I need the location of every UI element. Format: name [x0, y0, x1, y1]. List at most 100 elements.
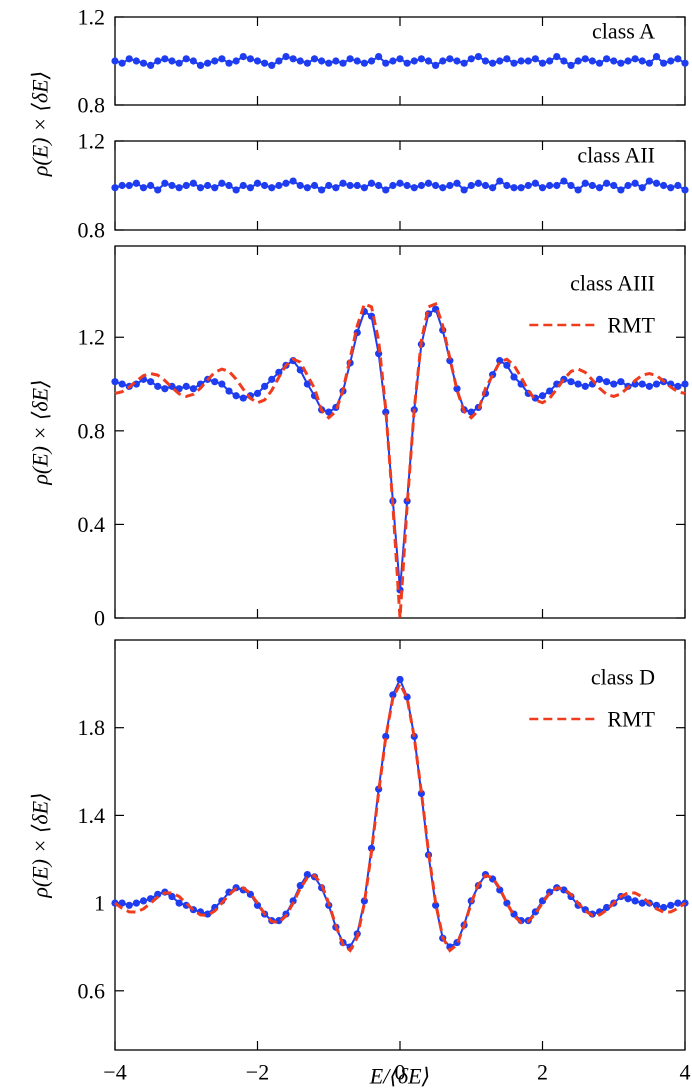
legend-label: class D — [591, 665, 655, 690]
panel: 0.8 1.2 class AII — [78, 129, 689, 243]
data-point — [496, 57, 504, 65]
data-point — [631, 179, 639, 187]
data-point — [446, 357, 454, 365]
data-point — [410, 184, 418, 192]
y-tick-label: 0.8 — [78, 418, 106, 443]
data-point — [282, 179, 290, 187]
data-point — [417, 181, 425, 190]
data-point — [168, 57, 176, 65]
x-axis-label: E/⟨δE⟩ — [369, 1064, 430, 1088]
data-point — [424, 57, 433, 65]
data-point — [218, 55, 226, 63]
data-point — [652, 179, 661, 187]
data-point — [346, 181, 354, 190]
data-point — [489, 59, 497, 67]
data-point — [681, 59, 689, 67]
data-point — [261, 382, 269, 390]
data-point — [339, 179, 347, 187]
y-tick-label: 1.2 — [78, 325, 106, 350]
plot-frame — [114, 245, 686, 619]
data-point — [168, 892, 176, 901]
y-tick-label: 0.8 — [78, 93, 106, 118]
data-point — [560, 177, 568, 185]
data-point — [546, 387, 554, 395]
data-point — [310, 181, 319, 190]
data-point — [603, 179, 611, 187]
data-point — [125, 55, 133, 63]
data-point — [147, 61, 155, 69]
data-point — [567, 378, 575, 386]
rmt-curve — [114, 302, 686, 619]
data-point — [246, 184, 254, 192]
data-point — [510, 373, 518, 381]
data-point — [503, 361, 511, 369]
data-point — [218, 179, 226, 187]
data-point — [232, 57, 240, 65]
panel: 0.6 1 1.4 1.8 −4 −2 0 2 4 E/⟨δE⟩ ρ(E) × ⟨δE⟩ class … — [28, 639, 691, 1088]
data-point — [168, 181, 176, 190]
data-point — [389, 57, 397, 65]
data-point — [325, 408, 333, 416]
data-point — [667, 901, 675, 909]
data-point — [531, 55, 539, 63]
plot-frame — [114, 639, 686, 1051]
data-point — [268, 375, 276, 383]
data-point — [275, 57, 283, 65]
data-point — [154, 890, 162, 898]
data-point — [310, 55, 319, 63]
data-point — [503, 55, 511, 63]
data-point — [396, 179, 404, 187]
data-point — [496, 177, 504, 185]
data-point — [175, 184, 183, 192]
data-point — [546, 181, 554, 190]
data-point — [660, 181, 668, 190]
data-point — [403, 59, 411, 67]
y-tick-label: 0.6 — [78, 978, 106, 1003]
data-point — [239, 53, 247, 61]
data-line — [114, 307, 686, 590]
data-point — [517, 57, 525, 65]
data-point — [360, 59, 368, 67]
data-point — [560, 57, 568, 65]
data-point — [588, 57, 596, 65]
data-point — [617, 378, 625, 386]
data-point — [196, 61, 205, 69]
data-point — [182, 55, 190, 63]
data-point — [660, 903, 668, 912]
data-point — [531, 179, 539, 187]
data-point — [446, 55, 454, 63]
data-point — [432, 61, 440, 69]
data-point — [652, 901, 661, 909]
data-point — [652, 53, 661, 61]
data-point — [396, 675, 404, 684]
data-point — [132, 57, 140, 65]
data-point — [125, 181, 133, 190]
data-point — [253, 901, 262, 909]
data-point — [610, 181, 618, 190]
data-point — [204, 910, 212, 918]
data-point — [446, 181, 454, 190]
y-tick-label: 1.8 — [78, 715, 106, 740]
data-point — [375, 53, 383, 61]
x-tick-label: 0 — [395, 1060, 406, 1085]
data-point — [595, 59, 604, 67]
data-point — [638, 184, 646, 192]
data-point — [546, 57, 554, 65]
data-point — [232, 392, 240, 400]
data-point — [581, 382, 589, 390]
y-axis-label: ρ(E) × ⟨δE⟩ — [28, 71, 53, 177]
data-point — [510, 59, 518, 67]
data-point — [382, 186, 390, 194]
data-point — [538, 59, 547, 67]
data-point — [603, 55, 611, 63]
data-point — [581, 55, 589, 63]
y-tick-label: 0.4 — [78, 512, 106, 537]
data-point — [617, 59, 625, 67]
data-point — [353, 181, 361, 190]
y-tick-label: 1.2 — [78, 129, 106, 154]
data-point — [574, 186, 582, 194]
data-point — [367, 844, 376, 852]
data-point — [588, 181, 596, 190]
data-point — [175, 899, 183, 907]
data-point — [667, 57, 675, 65]
